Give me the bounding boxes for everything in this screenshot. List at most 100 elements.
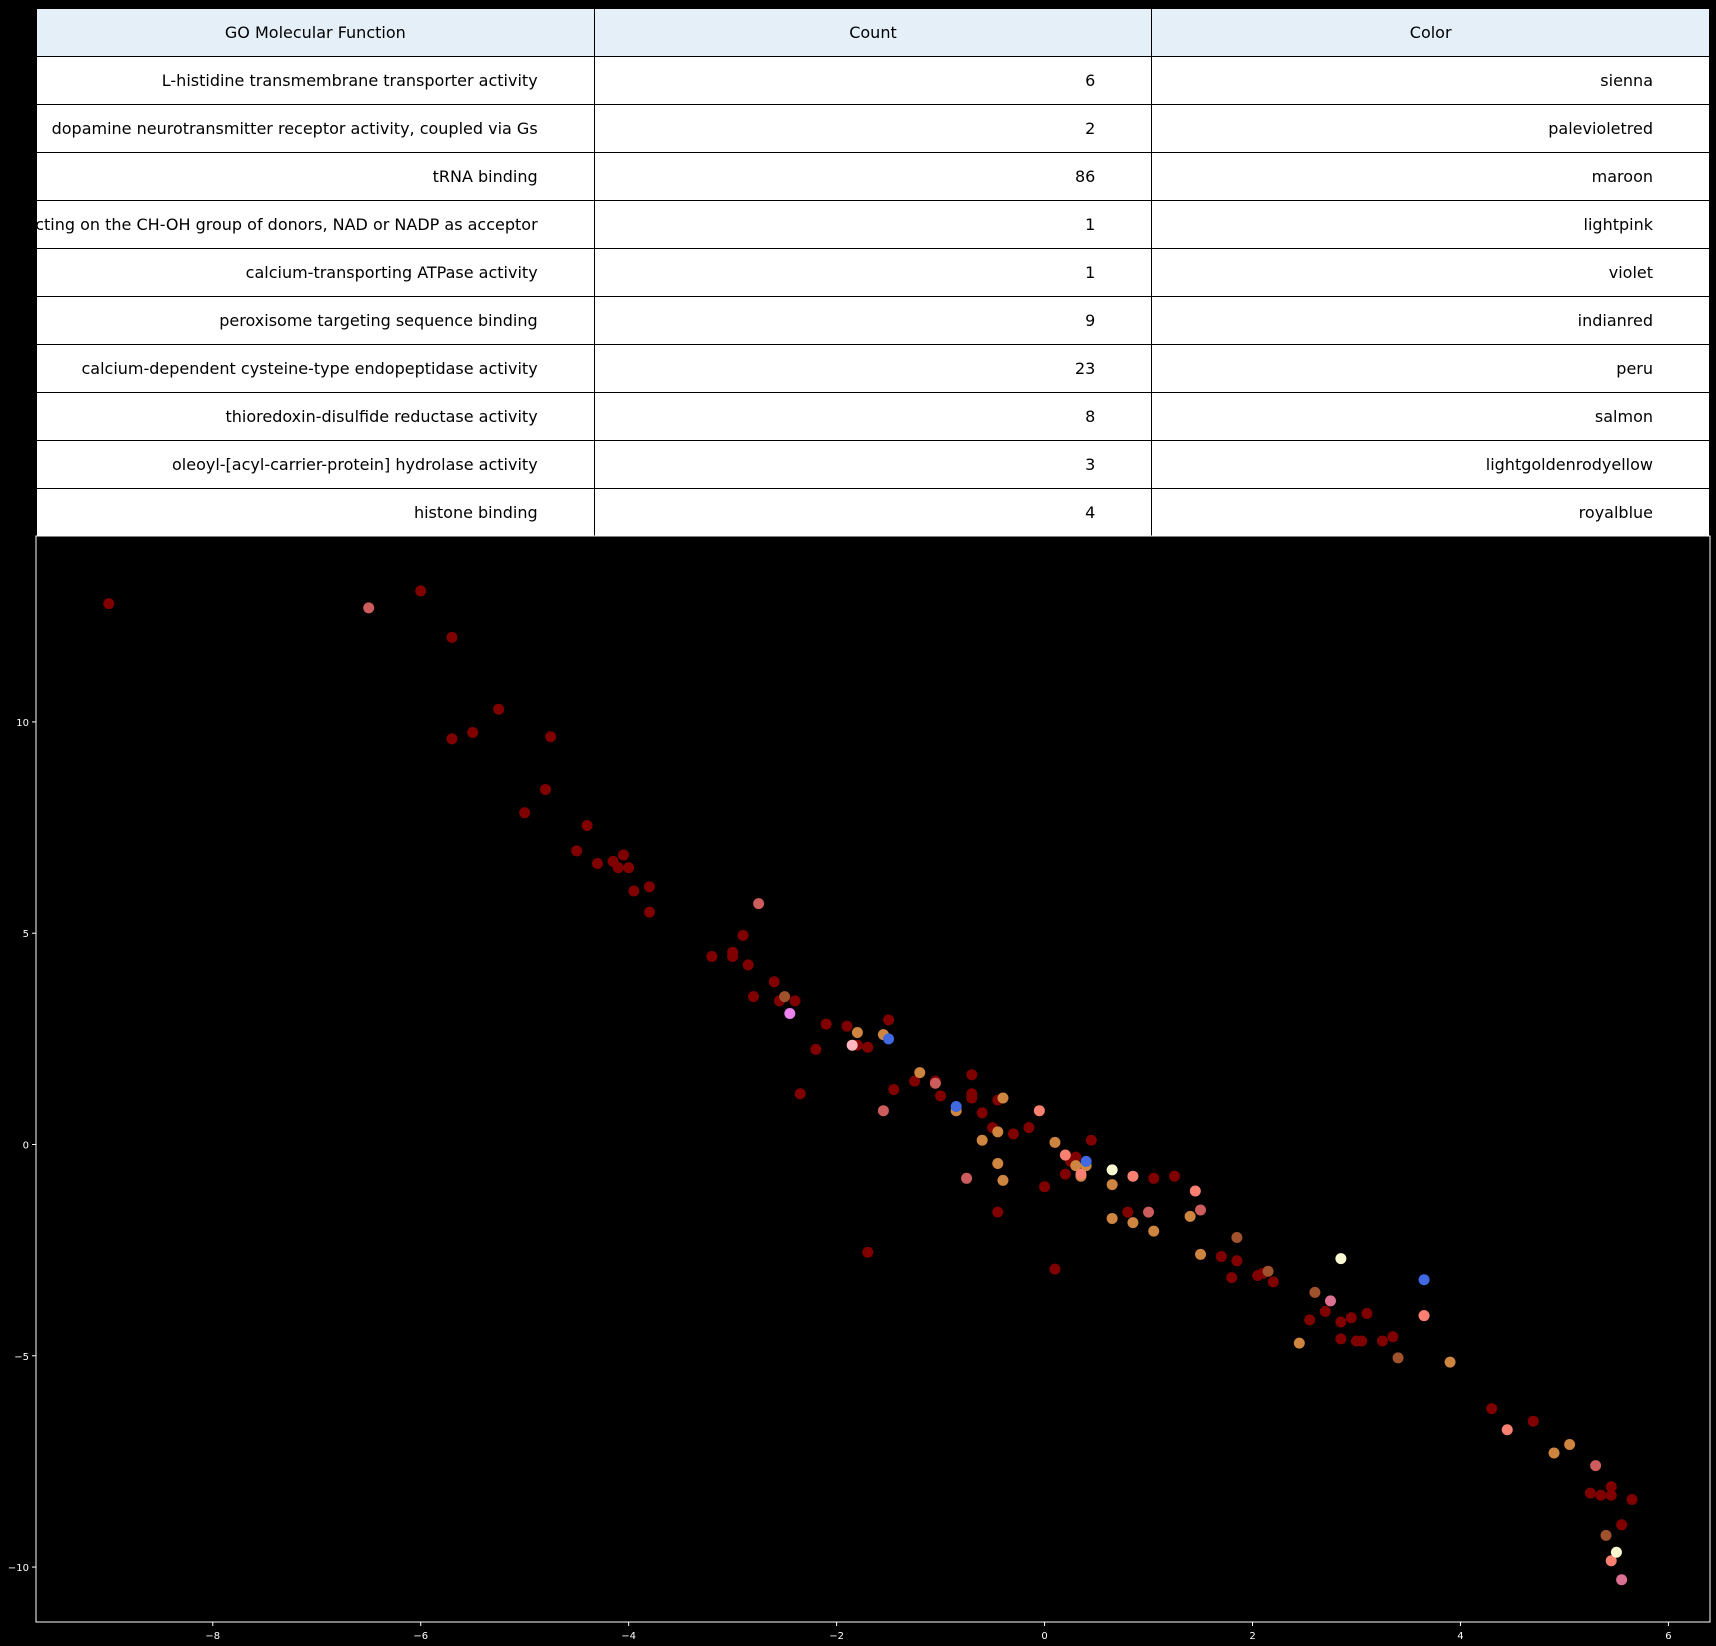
data-point — [643, 881, 655, 893]
data-point — [1122, 1206, 1134, 1218]
data-point — [493, 703, 505, 715]
data-point — [545, 731, 557, 743]
cell-count: 6 — [593, 56, 1153, 105]
y-tick-label: −5 — [14, 1352, 29, 1363]
data-point — [1023, 1122, 1035, 1134]
data-point — [1527, 1415, 1539, 1427]
data-point — [992, 1206, 1004, 1218]
cell-count: 1 — [593, 200, 1153, 249]
data-point — [1356, 1335, 1368, 1347]
data-point — [617, 849, 629, 861]
table-row: peroxisome targeting sequence binding 9 in… — [36, 296, 1710, 345]
data-point — [851, 1027, 863, 1039]
series-violet — [784, 1008, 796, 1020]
axis-ticks: −8 −6 −4 −2 0 2 4 6 −10 −5 0 5 10 — [8, 718, 1672, 1642]
data-point — [1600, 1529, 1612, 1541]
data-point — [727, 950, 739, 962]
data-point — [1252, 1269, 1264, 1281]
data-point — [1189, 1185, 1201, 1197]
cell-count: 1 — [593, 248, 1153, 297]
data-point — [820, 1018, 832, 1030]
x-tick-label: −4 — [621, 1631, 636, 1642]
data-point — [1267, 1276, 1279, 1288]
series-sienna — [779, 991, 1612, 1541]
data-point — [1148, 1172, 1160, 1184]
x-tick-label: −6 — [413, 1631, 428, 1642]
data-point — [1324, 1295, 1336, 1307]
y-tick-label: 10 — [16, 718, 29, 729]
data-point — [1564, 1439, 1576, 1451]
data-point — [997, 1092, 1009, 1104]
data-point — [779, 991, 791, 1003]
data-point — [1595, 1489, 1607, 1501]
data-point — [1444, 1356, 1456, 1368]
data-point — [415, 585, 427, 597]
function-label: thioredoxin-disulfide reductase activity — [225, 407, 538, 426]
data-point — [1231, 1255, 1243, 1267]
cell-color: royalblue — [1151, 488, 1710, 537]
data-point — [1075, 1168, 1087, 1180]
data-point — [1169, 1170, 1181, 1182]
data-point — [1215, 1250, 1227, 1262]
cell-count: 8 — [593, 392, 1153, 441]
table-row: histone binding 4 royalblue — [36, 488, 1710, 537]
data-point — [1106, 1179, 1118, 1191]
x-tick-label: 2 — [1249, 1631, 1255, 1642]
x-tick-label: 6 — [1665, 1631, 1671, 1642]
data-point — [643, 906, 655, 918]
function-label: oleoyl-[acyl-carrier-protein] hydrolase … — [172, 455, 538, 474]
function-label: calcium-dependent cysteine-type endopept… — [81, 359, 538, 378]
data-point — [581, 819, 593, 831]
data-point — [1195, 1248, 1207, 1260]
data-point — [862, 1041, 874, 1053]
cell-color: indianred — [1151, 296, 1710, 345]
data-point — [1387, 1331, 1399, 1343]
data-point — [706, 950, 718, 962]
data-point — [1319, 1305, 1331, 1317]
x-tick-label: −8 — [205, 1631, 220, 1642]
cell-function: oxidoreductase activity, acting on the C… — [36, 200, 595, 249]
data-point — [1039, 1181, 1051, 1193]
data-point — [467, 726, 479, 738]
data-point — [1304, 1314, 1316, 1326]
data-point — [742, 959, 754, 971]
y-tick-label: 0 — [23, 1140, 29, 1151]
data-point — [1106, 1212, 1118, 1224]
data-point — [768, 976, 780, 988]
data-point — [1148, 1225, 1160, 1237]
data-point — [1127, 1170, 1139, 1182]
table-header-row: GO Molecular Function Count Color — [36, 8, 1710, 57]
series-maroon — [103, 585, 1638, 1531]
data-point — [737, 929, 749, 941]
cell-function: calcium-dependent cysteine-type endopept… — [36, 344, 595, 393]
function-label: tRNA binding — [432, 167, 538, 186]
data-point — [539, 784, 551, 796]
series-royalblue — [883, 1033, 1430, 1286]
data-point — [1335, 1333, 1347, 1345]
cell-color: palevioletred — [1151, 104, 1710, 153]
data-points — [103, 585, 1638, 1586]
function-label: calcium-transporting ATPase activity — [245, 263, 538, 282]
series-salmon — [1033, 1105, 1617, 1567]
data-point — [1376, 1335, 1388, 1347]
data-point — [1143, 1206, 1155, 1218]
table-row: thioredoxin-disulfide reductase activity… — [36, 392, 1710, 441]
data-point — [1309, 1286, 1321, 1298]
data-point — [1418, 1310, 1430, 1322]
series-palevioletred — [1324, 1295, 1628, 1586]
cell-count: 9 — [593, 296, 1153, 345]
table-row: oxidoreductase activity, acting on the C… — [36, 200, 1710, 249]
table-row: calcium-transporting ATPase activity 1 vio… — [36, 248, 1710, 297]
data-point — [1231, 1231, 1243, 1243]
data-point — [862, 1246, 874, 1258]
data-point — [1070, 1160, 1082, 1172]
data-point — [1059, 1149, 1071, 1161]
data-point — [1501, 1424, 1513, 1436]
data-point — [1616, 1574, 1628, 1586]
cell-function: thioredoxin-disulfide reductase activity — [36, 392, 595, 441]
table-row: L-histidine transmembrane transporter ac… — [36, 56, 1710, 105]
data-point — [1049, 1136, 1061, 1148]
cell-function: calcium-transporting ATPase activity — [36, 248, 595, 297]
data-point — [883, 1033, 895, 1045]
